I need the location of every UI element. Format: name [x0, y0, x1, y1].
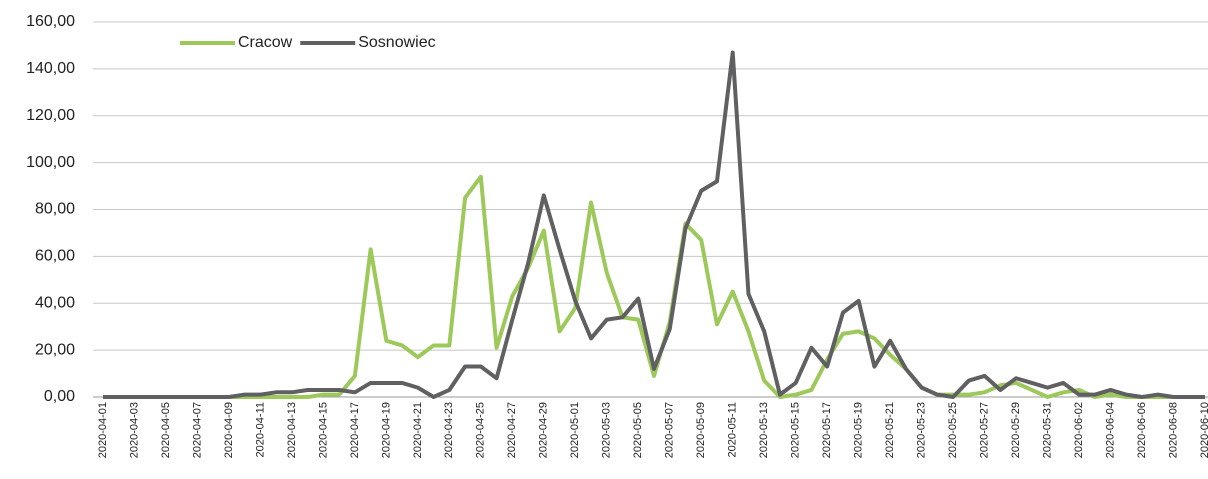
- x-tick-label: 2020-04-29: [538, 402, 550, 458]
- x-tick-label: 2020-05-27: [979, 402, 991, 458]
- y-tick-label: 160,00: [26, 13, 75, 30]
- x-tick-label: 2020-06-04: [1104, 402, 1116, 458]
- x-tick-label: 2020-06-08: [1167, 402, 1179, 458]
- x-tick-label: 2020-05-25: [947, 402, 959, 458]
- series-line: [103, 50, 1205, 399]
- y-tick-label: 120,00: [26, 107, 75, 124]
- x-tick-label: 2020-05-17: [821, 402, 833, 458]
- x-tick-label: 2020-04-27: [506, 402, 518, 458]
- x-tick-label: 2020-05-21: [884, 402, 896, 458]
- x-tick-label: 2020-05-13: [758, 402, 770, 458]
- y-tick-label: 60,00: [35, 248, 75, 265]
- x-tick-label: 2020-05-31: [1041, 402, 1053, 458]
- x-tick-label: 2020-05-29: [1010, 402, 1022, 458]
- x-tick-label: 2020-05-19: [853, 402, 865, 458]
- x-tick-label: 2020-04-17: [349, 402, 361, 458]
- y-tick-label: 140,00: [26, 60, 75, 77]
- x-tick-label: 2020-05-11: [727, 402, 739, 457]
- x-tick-label: 2020-04-03: [128, 402, 140, 458]
- legend-label: Sosnowiec: [358, 34, 435, 51]
- y-tick-label: 0,00: [44, 388, 75, 405]
- x-tick-label: 2020-04-01: [97, 402, 109, 458]
- x-tick-label: 2020-04-21: [412, 402, 424, 458]
- x-tick-label: 2020-06-02: [1073, 402, 1085, 458]
- x-tick-label: 2020-05-23: [916, 402, 928, 458]
- x-tick-label: 2020-05-15: [790, 402, 802, 458]
- y-tick-label: 100,00: [26, 154, 75, 171]
- y-tick-label: 40,00: [35, 294, 75, 311]
- x-tick-label: 2020-04-13: [286, 402, 298, 458]
- x-tick-label: 2020-04-07: [191, 402, 203, 458]
- x-tick-label: 2020-04-15: [317, 402, 329, 458]
- x-tick-label: 2020-04-09: [223, 402, 235, 458]
- x-tick-label: 2020-05-07: [664, 402, 676, 458]
- x-tick-label: 2020-04-23: [443, 402, 455, 458]
- x-tick-label: 2020-04-25: [475, 402, 487, 458]
- x-tick-label: 2020-04-19: [380, 402, 392, 458]
- x-tick-label: 2020-05-09: [695, 402, 707, 458]
- x-tick-label: 2020-04-11: [254, 402, 266, 457]
- x-tick-label: 2020-05-05: [632, 402, 644, 458]
- x-tick-label: 2020-04-05: [160, 402, 172, 458]
- x-tick-label: 2020-05-01: [569, 402, 581, 458]
- x-tick-label: 2020-06-06: [1136, 402, 1148, 458]
- x-tick-label: 2020-06-10: [1199, 402, 1208, 458]
- y-tick-label: 80,00: [35, 201, 75, 218]
- legend-label: Cracow: [238, 34, 293, 51]
- x-tick-label: 2020-05-03: [601, 402, 613, 458]
- y-tick-label: 20,00: [35, 341, 75, 358]
- series-line: [103, 174, 1205, 399]
